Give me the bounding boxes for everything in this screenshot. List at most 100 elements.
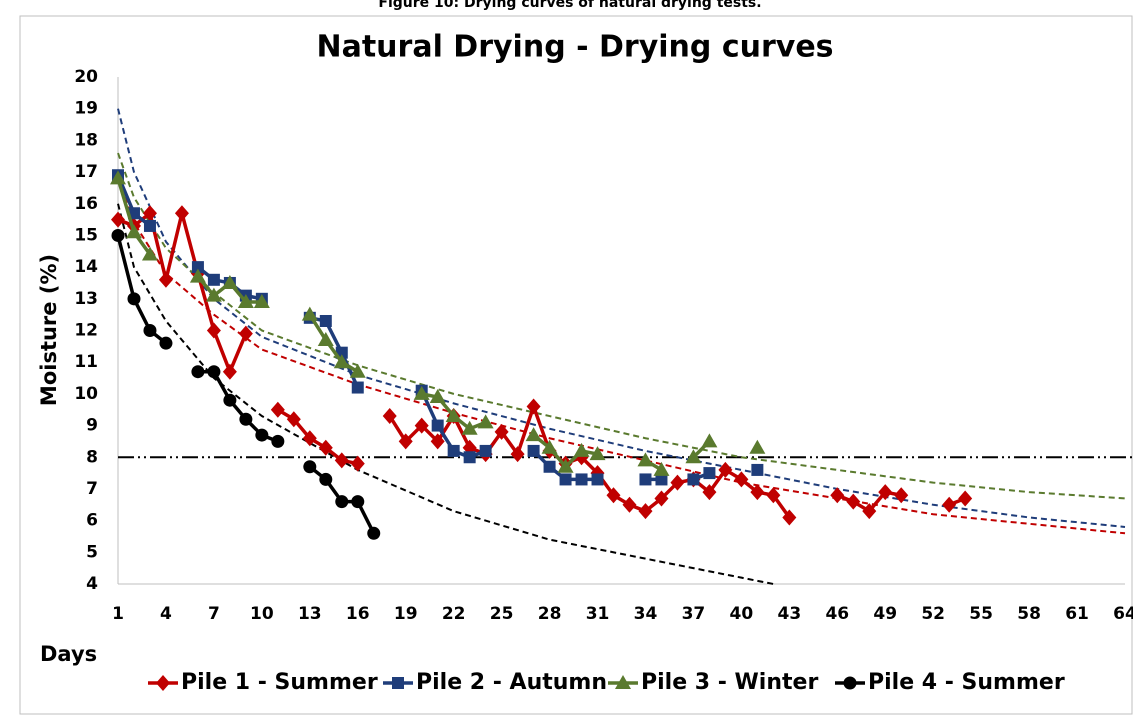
marker: [639, 473, 652, 486]
series-line: [116, 235, 376, 535]
marker: [111, 211, 125, 228]
marker: [591, 473, 604, 486]
marker: [125, 224, 142, 239]
marker: [301, 306, 318, 321]
x-tick-label: 10: [250, 604, 274, 624]
y-tick-label: 20: [74, 67, 98, 87]
marker: [127, 292, 141, 306]
x-tick-label: 25: [490, 604, 514, 624]
marker: [687, 473, 700, 486]
x-tick-label: 34: [634, 604, 658, 624]
marker: [189, 268, 206, 283]
legend-marker: [156, 675, 170, 691]
marker: [846, 493, 861, 510]
marker: [237, 293, 254, 308]
x-tick-label: 28: [538, 604, 562, 624]
trendline: [117, 152, 1126, 500]
marker: [575, 473, 588, 486]
x-tick-label: 31: [586, 604, 610, 624]
marker: [286, 411, 301, 428]
x-tick-label: 4: [160, 604, 172, 624]
x-tick-label: 16: [346, 604, 370, 624]
legend-marker: [843, 676, 857, 690]
x-tick-label: 55: [969, 604, 993, 624]
y-tick-label: 18: [74, 130, 98, 150]
marker: [206, 322, 221, 339]
marker: [158, 271, 173, 288]
marker: [141, 246, 158, 261]
y-tick-label: 8: [86, 447, 98, 467]
x-tick-label: 52: [921, 604, 945, 624]
y-tick-label: 13: [74, 289, 98, 309]
marker: [430, 433, 445, 450]
marker: [637, 452, 654, 467]
marker: [782, 509, 797, 526]
marker: [894, 487, 909, 504]
marker: [670, 474, 685, 491]
y-tick-label: 4: [86, 574, 98, 594]
legend-label: Pile 4 - Summer: [868, 670, 1065, 695]
x-tick-label: 19: [394, 604, 418, 624]
marker: [479, 444, 492, 457]
x-tick-label: 58: [1017, 604, 1041, 624]
marker: [319, 472, 333, 486]
y-tick-label: 15: [74, 225, 98, 245]
x-tick-label: 43: [777, 604, 801, 624]
y-tick-label: 16: [74, 194, 98, 214]
marker: [703, 467, 716, 480]
marker: [335, 495, 349, 509]
marker: [445, 408, 462, 423]
marker: [749, 439, 766, 454]
legend-label: Pile 3 - Winter: [641, 670, 818, 695]
trendline: [117, 203, 774, 585]
marker: [589, 446, 606, 461]
marker: [334, 452, 349, 469]
marker: [685, 449, 702, 464]
marker: [766, 487, 781, 504]
marker: [302, 430, 317, 447]
legend-marker: [615, 675, 631, 689]
marker: [541, 439, 558, 454]
marker: [557, 458, 574, 473]
marker: [429, 389, 446, 404]
marker: [303, 460, 317, 474]
marker: [221, 274, 238, 289]
marker: [317, 332, 334, 347]
x-tick-label: 1: [112, 604, 124, 624]
marker: [143, 324, 157, 337]
marker: [191, 365, 205, 379]
marker: [653, 461, 670, 476]
y-tick-label: 17: [74, 162, 98, 182]
marker: [142, 205, 157, 222]
marker: [622, 496, 637, 513]
trendline: [117, 108, 1126, 528]
marker: [463, 451, 476, 464]
x-tick-label: 49: [873, 604, 897, 624]
trendline: [117, 178, 1126, 535]
x-tick-label: 64: [1113, 604, 1133, 624]
x-axis-label: Days: [40, 642, 97, 666]
y-tick-label: 19: [74, 99, 98, 119]
marker: [543, 460, 556, 473]
marker: [750, 484, 765, 501]
marker: [238, 325, 253, 342]
y-tick-label: 5: [86, 542, 98, 562]
marker: [382, 408, 397, 425]
marker: [654, 490, 669, 507]
marker: [702, 484, 717, 501]
x-tick-label: 40: [730, 604, 754, 624]
marker: [701, 433, 718, 448]
marker: [351, 495, 365, 509]
marker: [431, 419, 444, 432]
marker: [830, 487, 845, 504]
marker: [398, 433, 413, 450]
marker: [862, 503, 877, 520]
marker: [255, 428, 269, 442]
marker: [447, 444, 460, 457]
marker: [271, 434, 285, 448]
marker: [573, 442, 590, 457]
marker: [110, 170, 126, 185]
marker: [239, 412, 253, 426]
y-tick-label: 9: [86, 416, 98, 436]
